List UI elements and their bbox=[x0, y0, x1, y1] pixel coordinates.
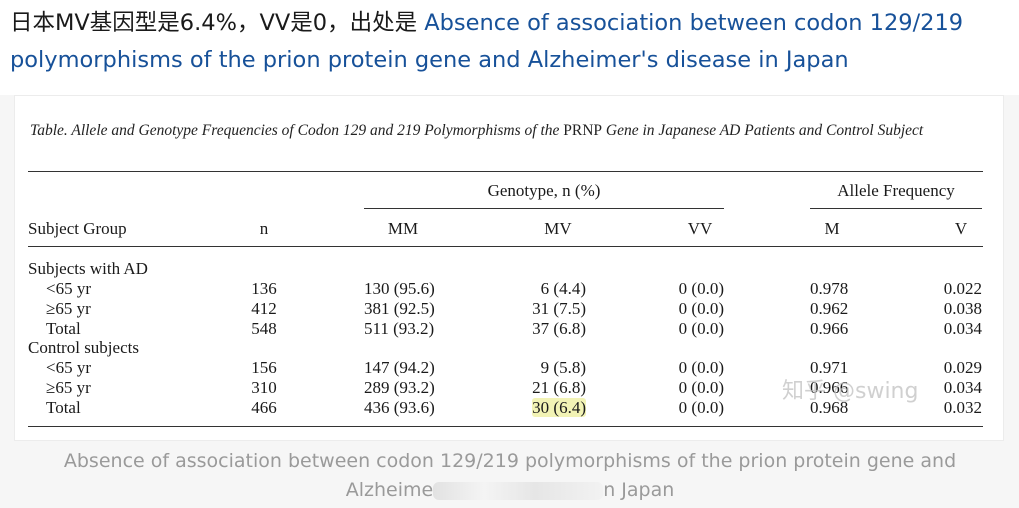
cell-n: 310 bbox=[251, 378, 277, 397]
figure-caption-line1: Absence of association between codon 129… bbox=[63, 450, 957, 472]
row-label: <65 yr bbox=[46, 358, 91, 377]
header-rule bbox=[28, 246, 983, 247]
col-subject: Subject Group bbox=[28, 219, 127, 238]
cell-mm: 436 (93.6) bbox=[364, 398, 435, 417]
cell-mv: 21 (6.8) bbox=[532, 378, 586, 397]
col-n: n bbox=[259, 219, 269, 238]
cell-m: 0.962 bbox=[810, 299, 849, 318]
caption-gene: PRNP bbox=[563, 122, 603, 139]
cell-v: 0.022 bbox=[943, 279, 982, 298]
cell-vv: 0 (0.0) bbox=[678, 358, 724, 377]
watermark: 知乎 @swing bbox=[782, 379, 919, 404]
cell-m: 0.968 bbox=[810, 398, 849, 417]
cell-m: 0.978 bbox=[810, 279, 849, 298]
cell-mm: 147 (94.2) bbox=[364, 358, 435, 377]
source-link[interactable]: Absence of association between codon 129… bbox=[10, 10, 964, 73]
obscured-text bbox=[433, 481, 604, 500]
cell-mm: 130 (95.6) bbox=[364, 279, 435, 298]
figure[interactable]: Table. Allele and Genotype Frequencies o… bbox=[0, 95, 1019, 508]
row-label: <65 yr bbox=[46, 279, 91, 298]
cell-n: 412 bbox=[251, 299, 277, 318]
cell-m: 0.966 bbox=[810, 319, 849, 338]
cell-mv-highlighted: 30 (6.4) bbox=[494, 398, 586, 418]
row-label: ≥65 yr bbox=[46, 299, 91, 318]
cell-m: 0.971 bbox=[810, 358, 849, 377]
cell-mv: 9 (5.8) bbox=[540, 358, 586, 377]
cell-vv: 0 (0.0) bbox=[678, 299, 724, 318]
top-rule bbox=[28, 171, 983, 172]
cell-mm: 289 (93.2) bbox=[364, 378, 435, 397]
group-allele: Allele Frequency bbox=[837, 181, 955, 200]
row-label: Total bbox=[46, 398, 81, 417]
highlight-mark: 30 (6.4) bbox=[532, 398, 586, 417]
row-group-label: Control subjects bbox=[28, 338, 139, 357]
col-m: M bbox=[824, 219, 840, 238]
cell-vv: 0 (0.0) bbox=[678, 319, 724, 338]
caption-line2-start: Alzheime bbox=[345, 479, 434, 501]
group-genotype: Genotype, n (%) bbox=[487, 181, 601, 200]
cell-mv: 6 (4.4) bbox=[540, 279, 586, 298]
allele-rule bbox=[810, 208, 982, 209]
bottom-rule bbox=[28, 426, 983, 427]
cell-mv: 31 (7.5) bbox=[532, 299, 586, 318]
caption-part-a: Table. Allele and Genotype Frequencies o… bbox=[30, 122, 564, 139]
row-group-label: Subjects with AD bbox=[28, 259, 148, 278]
cell-vv: 0 (0.0) bbox=[678, 378, 724, 397]
cell-n: 548 bbox=[251, 319, 277, 338]
caption-line2-end: n Japan bbox=[603, 479, 675, 501]
figure-caption-line2: Alzheime n Japan bbox=[20, 476, 1000, 505]
cell-v: 0.034 bbox=[943, 319, 982, 338]
answer-text: 日本MV基因型是6.4%，VV是0，出处是 Absence of associa… bbox=[10, 5, 1010, 79]
col-v: V bbox=[954, 219, 968, 238]
cell-vv: 0 (0.0) bbox=[678, 279, 724, 298]
answer-prefix: 日本MV基因型是6.4%，VV是0，出处是 bbox=[10, 10, 425, 36]
col-mm: MM bbox=[387, 219, 419, 238]
col-vv: VV bbox=[687, 219, 713, 238]
cell-v: 0.029 bbox=[943, 358, 982, 377]
cell-m: 0.966 bbox=[810, 378, 849, 397]
col-mv: MV bbox=[544, 219, 572, 238]
figure-caption: Absence of association between codon 129… bbox=[20, 447, 1000, 505]
cell-n: 466 bbox=[251, 398, 277, 417]
row-label: ≥65 yr bbox=[46, 378, 91, 397]
cell-v: 0.038 bbox=[943, 299, 982, 318]
cell-n: 156 bbox=[251, 358, 277, 377]
table-caption: Table. Allele and Genotype Frequencies o… bbox=[30, 121, 990, 140]
cell-mv: 37 (6.8) bbox=[532, 319, 586, 338]
cell-v: 0.032 bbox=[943, 398, 982, 417]
row-label: Total bbox=[46, 319, 81, 338]
cell-mm: 381 (92.5) bbox=[364, 299, 435, 318]
table-image: Table. Allele and Genotype Frequencies o… bbox=[14, 95, 1004, 441]
cell-n: 136 bbox=[251, 279, 277, 298]
cell-mm: 511 (93.2) bbox=[364, 319, 435, 338]
cell-v: 0.034 bbox=[943, 378, 982, 397]
genotype-rule bbox=[364, 208, 724, 209]
caption-part-c: Gene in Japanese AD Patients and Control… bbox=[602, 122, 924, 139]
cell-vv: 0 (0.0) bbox=[678, 398, 724, 417]
